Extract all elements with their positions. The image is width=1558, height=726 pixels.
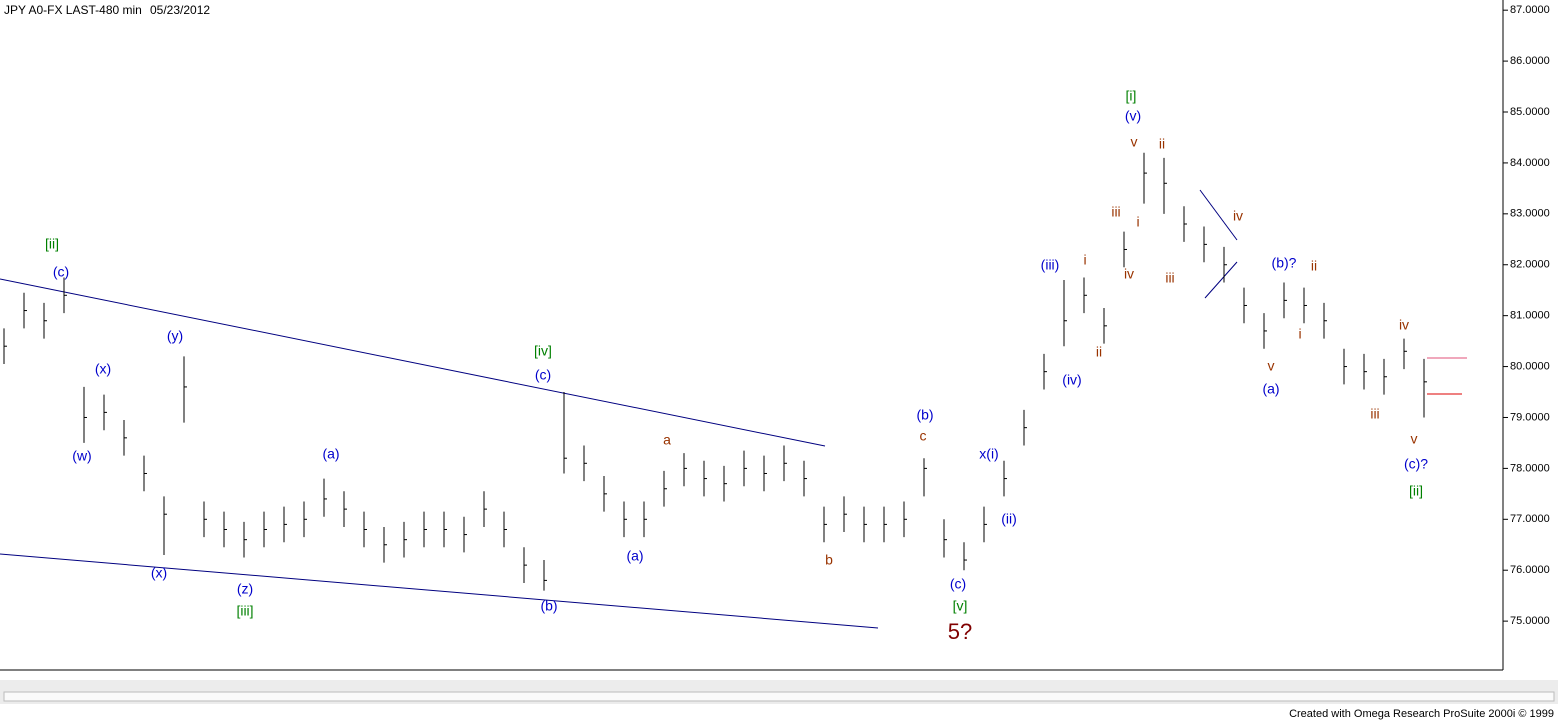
wave-label: i: [1298, 326, 1301, 342]
y-tick-label: 78.0000: [1510, 462, 1550, 474]
y-tick-label: 75.0000: [1510, 615, 1550, 627]
wave-label: iii: [1165, 270, 1174, 286]
wave-label: [iv]: [534, 343, 552, 359]
wave-label: (iv): [1062, 372, 1081, 388]
wave-label: (a): [626, 548, 643, 564]
wave-label: iv: [1399, 317, 1409, 333]
y-tick-label: 85.0000: [1510, 106, 1550, 118]
wave-label: (y): [167, 328, 183, 344]
wave-label: (c): [535, 367, 551, 383]
y-tick-label: 84.0000: [1510, 157, 1550, 169]
wave-label: ii: [1159, 136, 1165, 152]
wave-label: (c): [950, 576, 966, 592]
wave-label: i: [1083, 252, 1086, 268]
wave-label: b: [825, 552, 833, 568]
trend-line: [0, 553, 879, 629]
trend-line: [1204, 261, 1238, 299]
y-tick-label: 76.0000: [1510, 564, 1550, 576]
trend-line: [1199, 189, 1238, 241]
wave-label: a: [663, 432, 671, 448]
wave-label: v: [1411, 431, 1418, 447]
wave-label: iv: [1233, 208, 1243, 224]
wave-label: [iii]: [236, 603, 253, 619]
y-tick-label: 87.0000: [1510, 4, 1550, 16]
wave-label: (c)?: [1404, 456, 1428, 472]
y-tick-label: 77.0000: [1510, 513, 1550, 525]
wave-label: (ii): [1001, 511, 1017, 527]
wave-label: (w): [72, 448, 91, 464]
wave-label: (iii): [1041, 257, 1060, 273]
wave-label: iii: [1370, 406, 1379, 422]
y-tick-label: 81.0000: [1510, 310, 1550, 322]
wave-label: v: [1268, 358, 1275, 374]
chart-date: 05/23/2012: [150, 3, 210, 17]
trend-line: [0, 278, 826, 447]
wave-label: [v]: [953, 598, 968, 614]
wave-label: [ii]: [45, 236, 59, 252]
wave-label: 5?: [948, 619, 972, 644]
wave-label: [ii]: [1409, 483, 1423, 499]
wave-label: (b)?: [1272, 255, 1297, 271]
y-tick-label: 86.0000: [1510, 55, 1550, 67]
wave-label: (v): [1125, 108, 1141, 124]
wave-label: (a): [322, 446, 339, 462]
wave-label: (b): [916, 407, 933, 423]
y-tick-label: 79.0000: [1510, 411, 1550, 423]
wave-label: iv: [1124, 266, 1134, 282]
y-tick-label: 82.0000: [1510, 259, 1550, 271]
wave-label: c: [920, 428, 927, 444]
y-tick-label: 83.0000: [1510, 208, 1550, 220]
wave-label: (b): [540, 598, 557, 614]
wave-label: (x): [151, 565, 167, 581]
wave-label: x(i): [979, 446, 998, 462]
chart-title: JPY A0-FX LAST-480 min: [4, 3, 142, 17]
footer: Created with Omega Research ProSuite 200…: [1289, 708, 1554, 720]
y-tick-label: 80.0000: [1510, 360, 1550, 372]
wave-label: v: [1131, 134, 1138, 150]
wave-label: ii: [1311, 258, 1317, 274]
wave-label: (a): [1262, 381, 1279, 397]
wave-label: (z): [237, 581, 253, 597]
scrollbar[interactable]: [3, 691, 1555, 702]
wave-label: iii: [1111, 204, 1120, 220]
wave-label: ii: [1096, 344, 1102, 360]
wave-label: (x): [95, 361, 111, 377]
wave-label: (c): [53, 264, 69, 280]
wave-label: i: [1136, 214, 1139, 230]
wave-label: [i]: [1126, 88, 1137, 104]
